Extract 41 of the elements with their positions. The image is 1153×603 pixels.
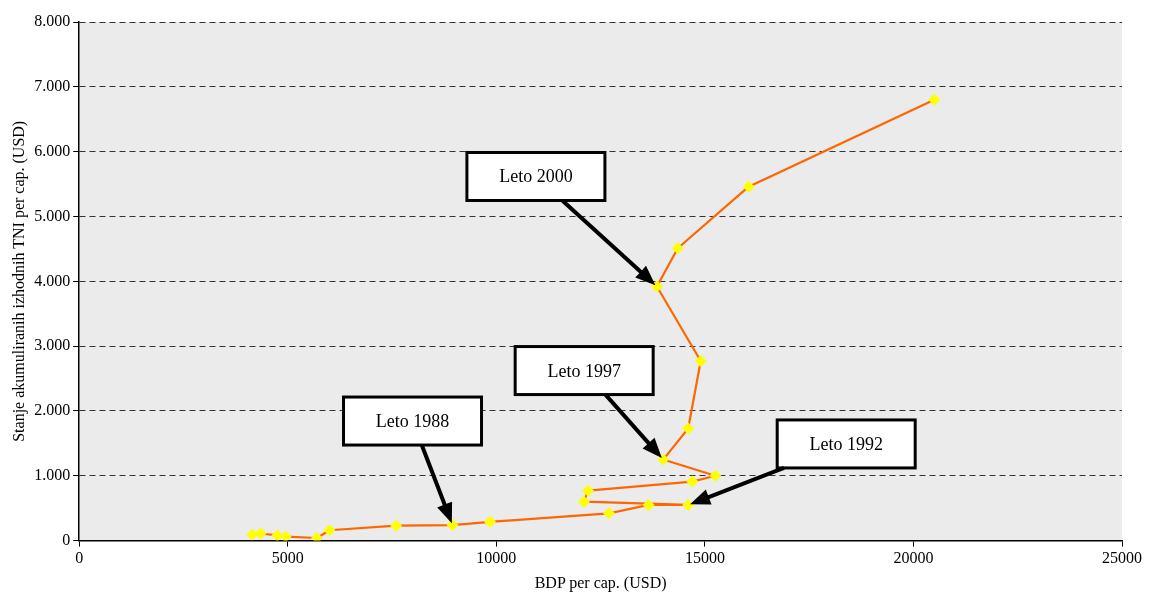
y-tick-label: 2.000 xyxy=(34,401,71,419)
y-tick-label: 1.000 xyxy=(34,465,71,483)
point xyxy=(390,519,403,532)
point xyxy=(602,507,615,520)
point xyxy=(657,453,670,466)
y-tick-label: 7.000 xyxy=(34,77,71,95)
point xyxy=(682,498,695,511)
point xyxy=(686,475,699,488)
x-tick-label: 25000 xyxy=(1102,549,1142,567)
x-axis-title: BDP per cap. (USD) xyxy=(534,573,667,592)
point xyxy=(254,527,267,540)
point xyxy=(694,355,707,368)
point xyxy=(271,529,284,541)
point xyxy=(582,484,595,497)
point xyxy=(671,242,684,255)
point xyxy=(650,280,663,293)
annotation: Leto 2000 xyxy=(499,166,573,187)
point xyxy=(642,498,655,511)
y-tick-label: 6.000 xyxy=(34,141,71,159)
annotation: Leto 1992 xyxy=(809,433,883,454)
annotation: Leto 1997 xyxy=(547,360,621,381)
y-tick-label: 4.000 xyxy=(34,271,71,289)
point xyxy=(928,93,941,106)
point xyxy=(742,180,755,193)
y-tick-label: 3.000 xyxy=(34,336,71,354)
point xyxy=(446,519,459,532)
y-tick-label: 5.000 xyxy=(34,206,71,224)
y-tick-label: 8.000 xyxy=(34,12,71,30)
point xyxy=(323,524,336,537)
point xyxy=(709,469,722,482)
x-tick-label: 5000 xyxy=(271,549,304,567)
x-tick-label: 10000 xyxy=(476,549,517,567)
point xyxy=(484,515,497,528)
y-tick-label: 0 xyxy=(62,530,71,548)
point xyxy=(682,422,695,435)
x-tick-label: 15000 xyxy=(684,549,725,567)
annotation: Leto 1988 xyxy=(375,411,450,432)
y-axis-title: Stanje akumuliranih izhodnih TNI per cap. (USD) xyxy=(9,120,28,442)
x-tick-label: 0 xyxy=(75,549,84,567)
x-tick-label: 20000 xyxy=(893,549,934,567)
point xyxy=(577,495,590,508)
